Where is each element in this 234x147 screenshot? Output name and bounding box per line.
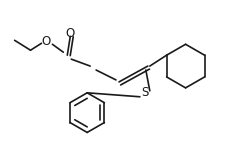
Text: O: O bbox=[66, 27, 75, 40]
Text: O: O bbox=[42, 35, 51, 48]
Text: S: S bbox=[141, 86, 149, 99]
